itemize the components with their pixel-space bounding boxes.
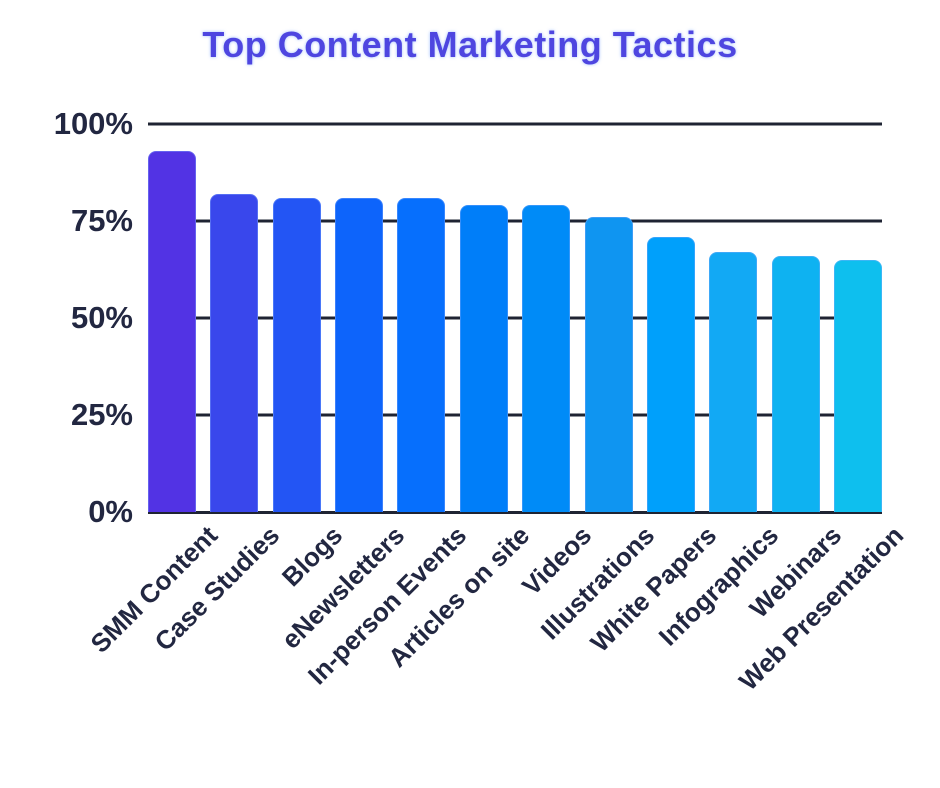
gridline-100 [148, 122, 882, 126]
y-tick-label-100: 100% [53, 106, 133, 141]
bar-enewsletters [335, 197, 384, 512]
gridline-50 [148, 316, 882, 320]
bar-web-presentation [833, 259, 882, 512]
bar-illustrations [584, 217, 633, 512]
bar-in-person-events [397, 197, 446, 512]
bar-white-papers [646, 236, 695, 512]
bar-videos [522, 205, 571, 512]
bar-infographics [709, 252, 758, 512]
y-tick-label-50: 50% [70, 300, 133, 335]
x-axis: SMM Content Case Studies Blogs eNewsletters… [85, 520, 910, 780]
plot-area [148, 122, 882, 514]
x-axis-baseline [148, 511, 882, 514]
bar-series [148, 124, 882, 512]
y-tick-label-0: 0% [88, 494, 133, 529]
y-tick-label-75: 75% [70, 203, 133, 238]
bar-webinars [771, 255, 820, 512]
bar-articles-on-site [459, 205, 508, 512]
gridline-75 [148, 219, 882, 223]
y-axis: 100% 75% 50% 25% 0% [0, 0, 133, 788]
bar-smm-content [148, 151, 196, 512]
gridline-25 [148, 413, 882, 417]
chart-title: Top Content Marketing Tactics [202, 24, 738, 65]
y-tick-label-25: 25% [70, 397, 133, 432]
bar-blogs [272, 197, 321, 512]
bar-case-studies [210, 193, 259, 512]
